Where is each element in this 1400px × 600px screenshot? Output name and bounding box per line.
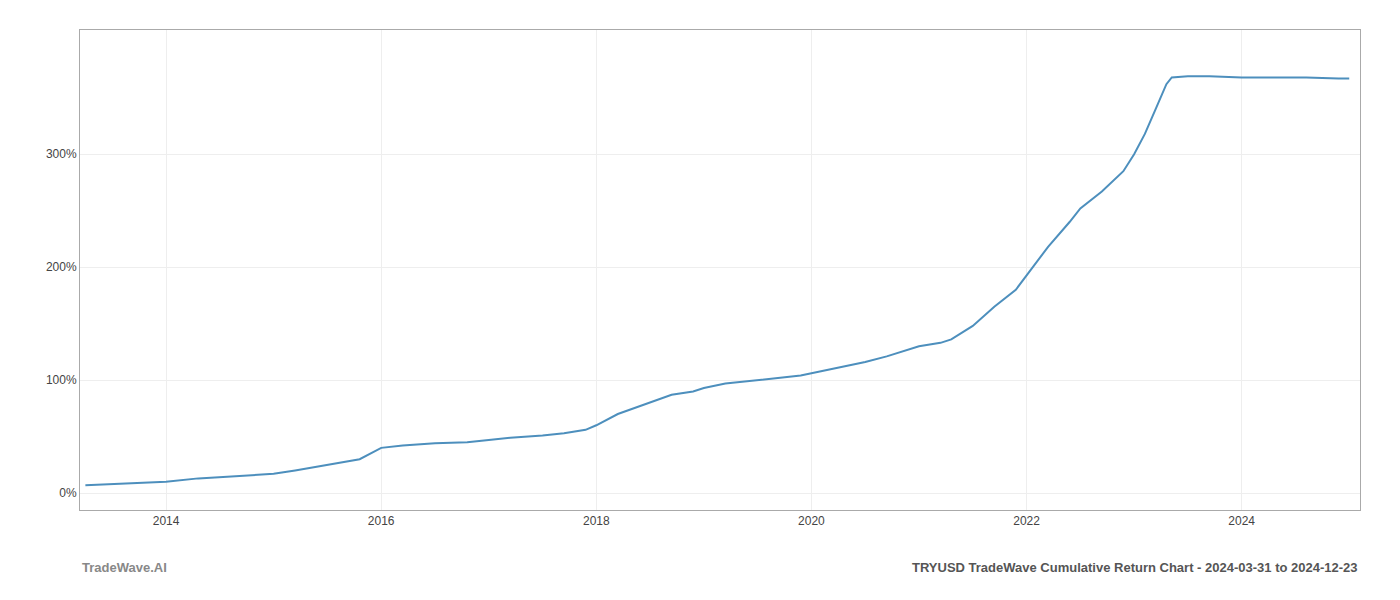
svg-text:TRYUSD TradeWave Cumulative Re: TRYUSD TradeWave Cumulative Return Chart… <box>912 560 1358 575</box>
svg-text:2022: 2022 <box>1013 514 1040 528</box>
svg-text:TradeWave.AI: TradeWave.AI <box>82 560 167 575</box>
svg-text:100%: 100% <box>46 373 77 387</box>
svg-text:2024: 2024 <box>1228 514 1255 528</box>
svg-text:2016: 2016 <box>368 514 395 528</box>
svg-text:0%: 0% <box>59 486 77 500</box>
svg-text:2018: 2018 <box>583 514 610 528</box>
svg-text:200%: 200% <box>46 260 77 274</box>
svg-text:2020: 2020 <box>798 514 825 528</box>
svg-text:2014: 2014 <box>153 514 180 528</box>
svg-text:300%: 300% <box>46 147 77 161</box>
